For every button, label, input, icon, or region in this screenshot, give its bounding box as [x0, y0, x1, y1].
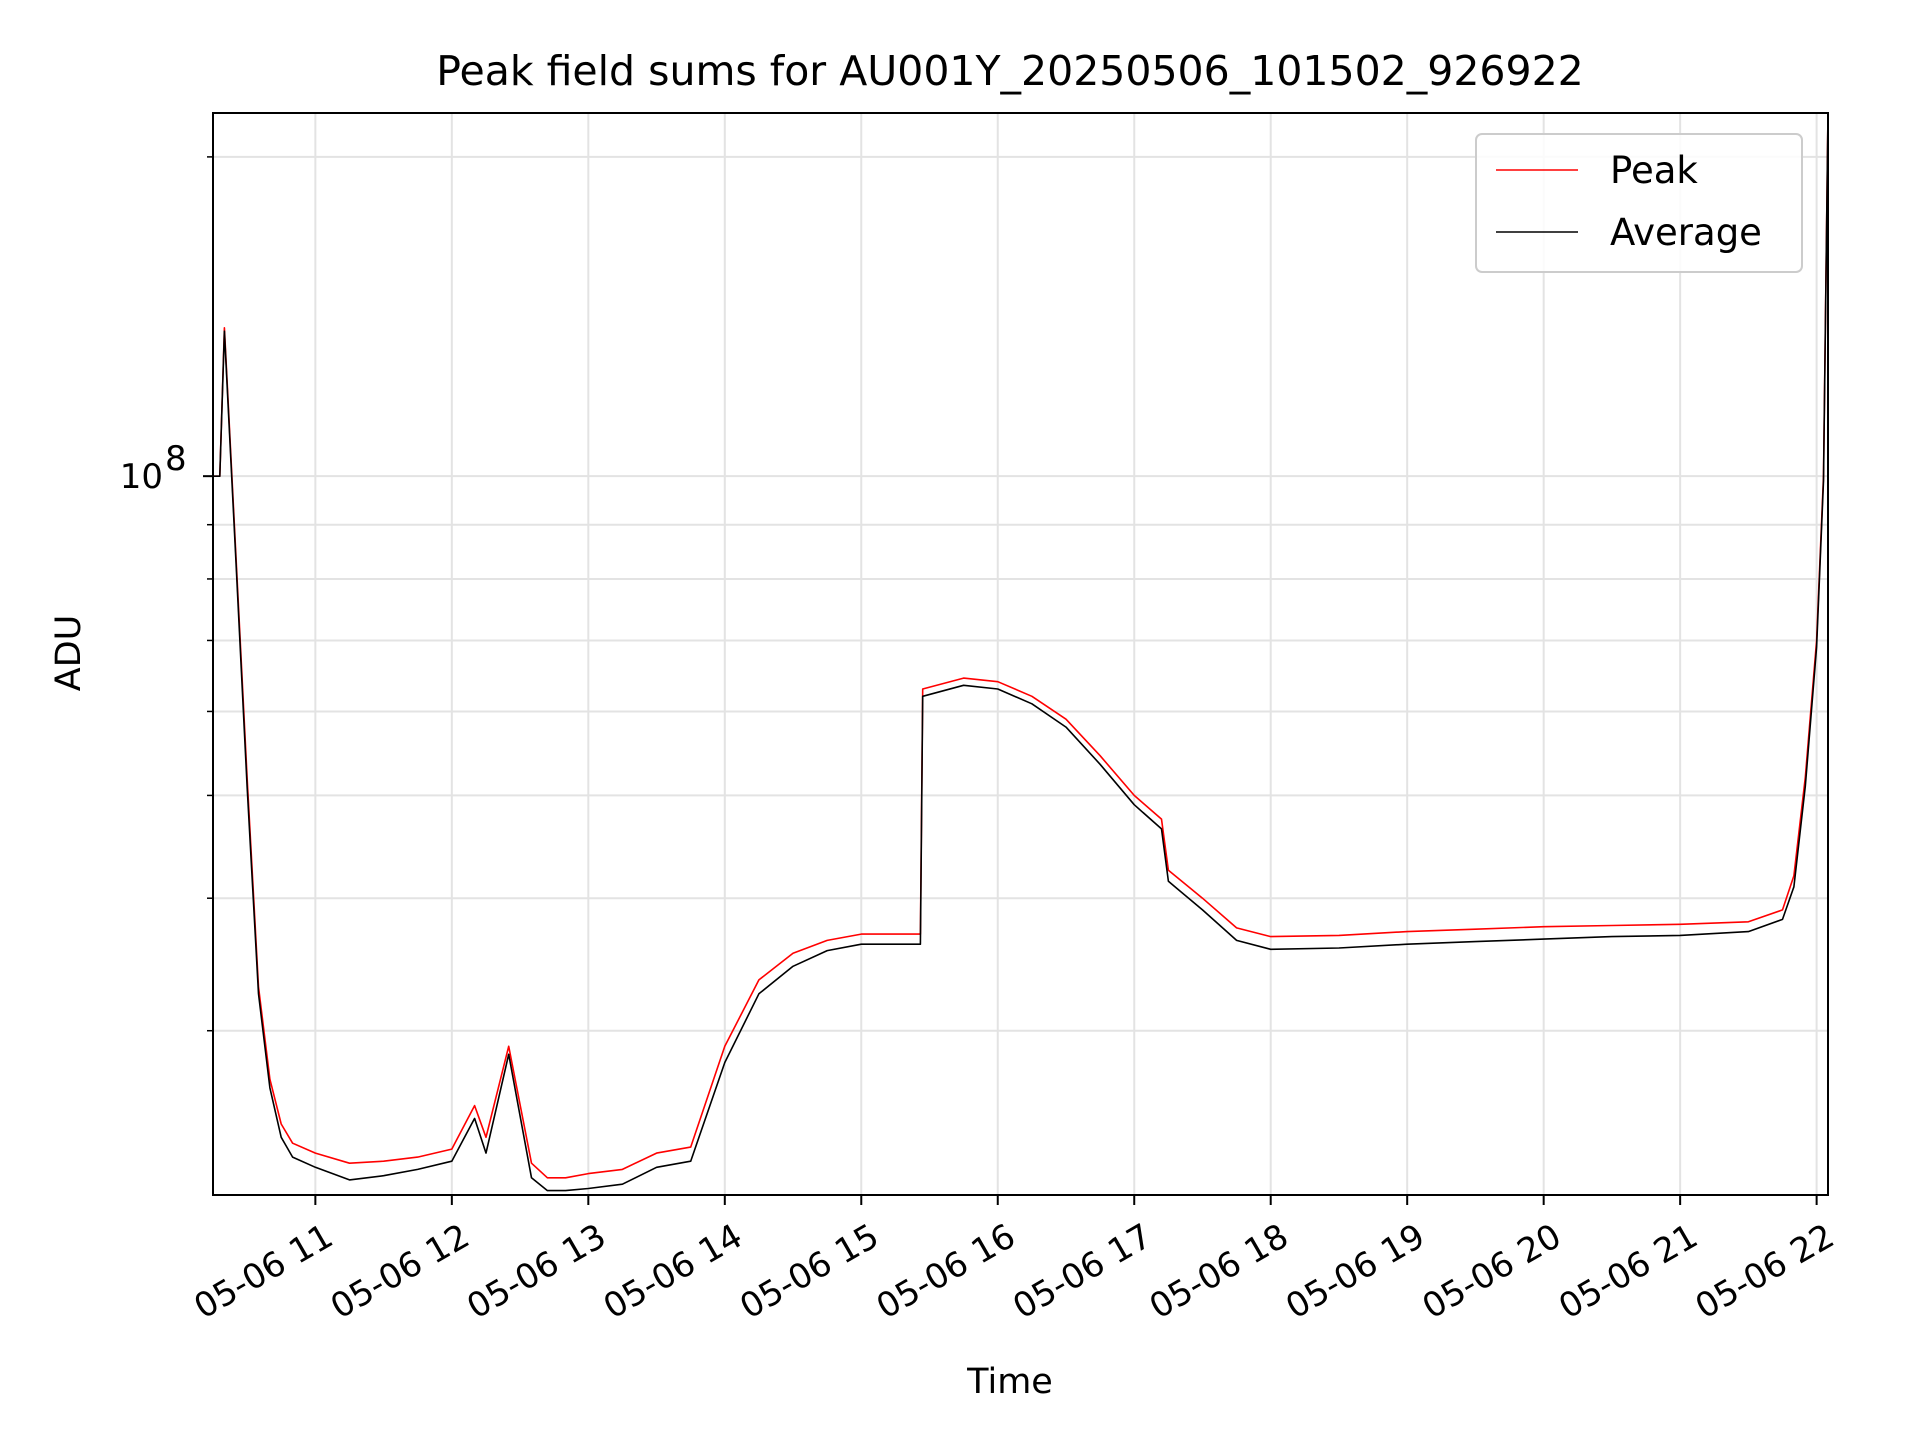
series-line-peak	[213, 112, 1829, 1179]
plot-frame	[212, 112, 1829, 1196]
series-line-average	[213, 112, 1829, 1192]
legend: Peak Average	[1475, 133, 1803, 273]
legend-label-average: Average	[1610, 211, 1762, 254]
y-tick-exponent: 8	[165, 439, 187, 479]
legend-label-peak: Peak	[1610, 149, 1698, 192]
x-axis-title: Time	[966, 1362, 1053, 1402]
y-axis-title: ADU	[49, 615, 89, 692]
chart-title: Peak field sums for AU001Y_20250506_1015…	[436, 47, 1584, 95]
data-lines	[213, 112, 1829, 1192]
legend-box	[1475, 133, 1803, 273]
y-axis: 10 8	[120, 156, 213, 1032]
y-tick-label: 10	[120, 457, 163, 497]
